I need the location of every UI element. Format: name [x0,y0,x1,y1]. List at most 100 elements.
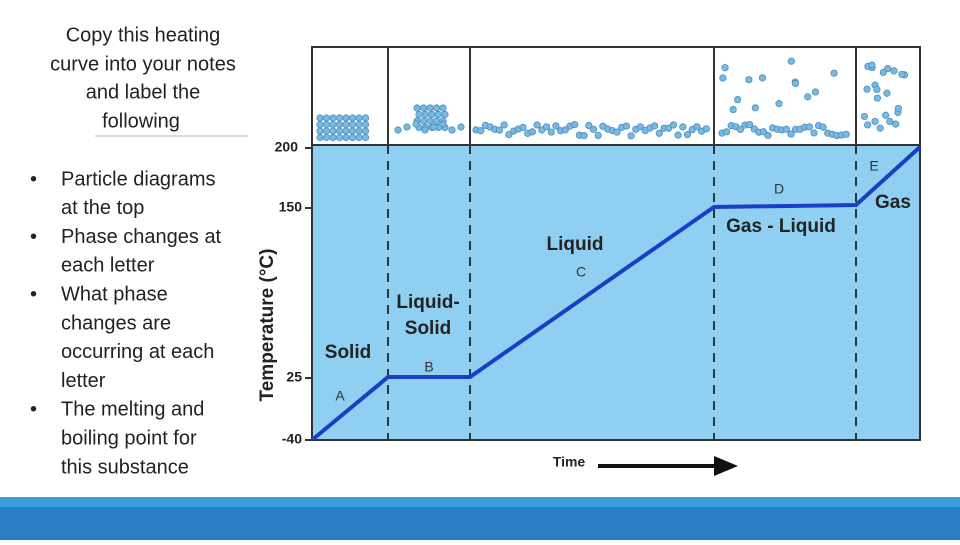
particle [439,104,447,112]
intro-line: Copy this heating [66,24,221,46]
particle [355,133,363,142]
particle [819,123,827,131]
particle-diagrams [316,57,909,142]
particle [348,127,357,135]
particle [736,125,745,134]
particle [542,123,551,131]
particle [430,123,438,131]
particle [580,132,588,140]
particle [805,123,814,131]
particle [890,67,898,75]
intro-line: following [102,110,180,132]
particle [348,114,357,122]
particle [519,123,527,132]
particle [751,104,759,112]
letter-label: A [335,388,345,404]
particle [432,104,441,112]
particle [329,133,337,142]
phase-label: Gas [875,192,911,213]
intro-line: and label the [86,81,201,103]
particle [361,120,370,129]
particle [561,126,569,134]
y-tick-label: 150 [279,199,303,215]
bullet-marker: • [30,226,37,248]
particle [683,131,692,139]
bullet-marker: • [30,399,37,421]
particle [434,110,443,119]
bullet-text: Phase changes at [61,226,222,248]
particle [361,133,370,142]
bullet-text: The melting and [61,399,204,421]
particle [533,121,541,129]
particle [613,128,621,136]
particle [679,123,687,131]
x-axis-label: Time [553,454,586,470]
phase-label: Liquid [547,234,604,255]
particle [355,120,363,129]
particle [421,126,429,134]
y-tick-label: 25 [286,369,302,385]
particle [316,133,324,142]
particle [355,127,363,135]
particle [348,120,357,129]
y-tick-label: 200 [275,139,299,155]
particle [403,123,411,131]
particle [421,110,430,119]
particle [329,127,337,135]
heating-curve: 200 150 25 -40 Temperature (°C) Time Sol… [257,46,922,476]
bullet-marker: • [30,283,37,305]
particle [883,89,891,97]
particle [622,122,631,130]
particle [894,104,903,113]
phase-label: Solid [405,318,451,339]
particle [864,121,872,129]
particle [394,126,402,134]
particle [335,114,344,122]
particle [594,131,602,140]
particle [722,128,731,136]
particle [729,105,737,114]
particle [415,110,423,119]
particle [448,126,456,134]
particle [528,128,537,136]
particle [361,114,370,122]
particle [419,117,428,125]
particle [811,88,820,96]
phase-dividers [387,47,857,440]
y-axis-label: Temperature (°C) [257,249,278,402]
particle [426,104,434,112]
particle [876,124,884,132]
y-tick-label: -40 [282,431,302,447]
particle [804,93,812,101]
bullet-marker: • [30,168,37,190]
particle [426,117,434,125]
particle [787,130,795,138]
particle [721,64,729,72]
particle [335,133,344,142]
particle [879,68,887,77]
particle [759,128,768,136]
intro-line: curve into your notes [50,53,236,75]
particle [693,123,701,131]
particle [758,74,767,82]
particle [412,120,420,128]
particle [505,130,513,139]
particle [863,85,871,93]
particle [355,114,363,122]
plot-area [311,144,921,441]
particle [734,96,742,104]
bullet-text: boiling point for [61,427,197,449]
particle [322,127,331,135]
particle [782,125,791,133]
particle [342,114,350,122]
particle [316,114,324,122]
particle [348,133,357,142]
particle [791,79,800,88]
particle [650,122,659,130]
particle [775,100,783,108]
particle [655,129,663,137]
particle [428,110,436,119]
particle [764,131,772,140]
particle [441,110,449,119]
particle [571,121,579,129]
